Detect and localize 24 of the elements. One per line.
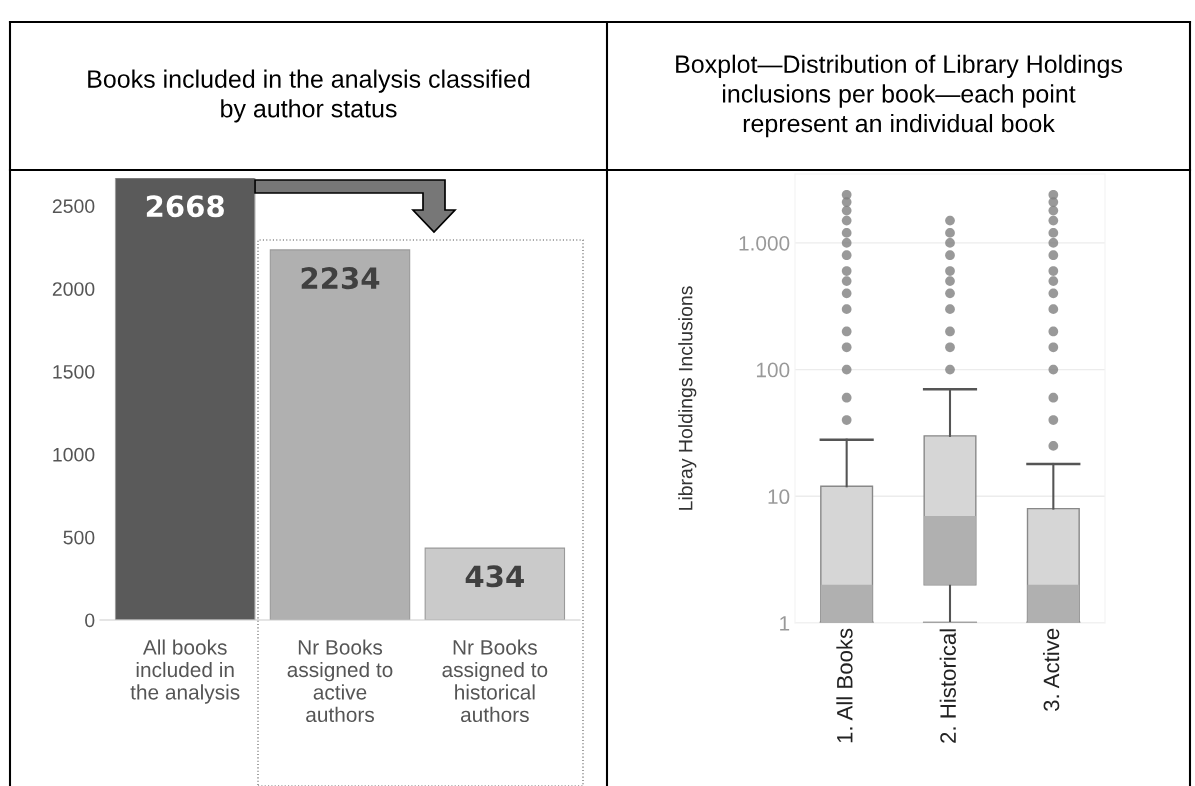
x-tick-label: 3. Active [1042, 628, 1060, 712]
y-axis-title: Libray Holdings Inclusions [678, 286, 697, 510]
data-label: 2668 [146, 195, 224, 218]
y-tick-label: 0 [85, 613, 95, 628]
y-tick-label: 2500 [52, 199, 95, 214]
y-tick-label: 500 [63, 530, 95, 545]
y-tick-label: 2000 [52, 282, 95, 296]
x-tick-label: 1. All Books [836, 628, 853, 743]
y-tick-label: 1500 [53, 364, 95, 379]
data-label: 434 [465, 565, 524, 588]
x-tick-label: Nr Books assigned to historical authors [442, 639, 548, 723]
y-tick-label: 1 [780, 616, 790, 631]
bar [269, 249, 411, 620]
x-tick-label: 2. Historical [939, 629, 956, 743]
y-tick-label: 10 [768, 489, 790, 505]
chart-title: Boxplot—Distribution of Library Holdings inclusions per book—each point represent an individual book [676, 54, 1123, 138]
bar [114, 178, 256, 620]
x-tick-label: Nr Books assigned to active authors [287, 639, 393, 723]
chart-title: Books included in the analysis classified by author status [88, 69, 530, 123]
y-tick-label: 100 [756, 362, 790, 378]
x-tick-label: All books included in the analysis [130, 639, 240, 704]
y-tick-label: 1.000 [739, 235, 790, 251]
y-tick-label: 1000 [53, 447, 95, 462]
data-label: 2234 [301, 267, 380, 290]
